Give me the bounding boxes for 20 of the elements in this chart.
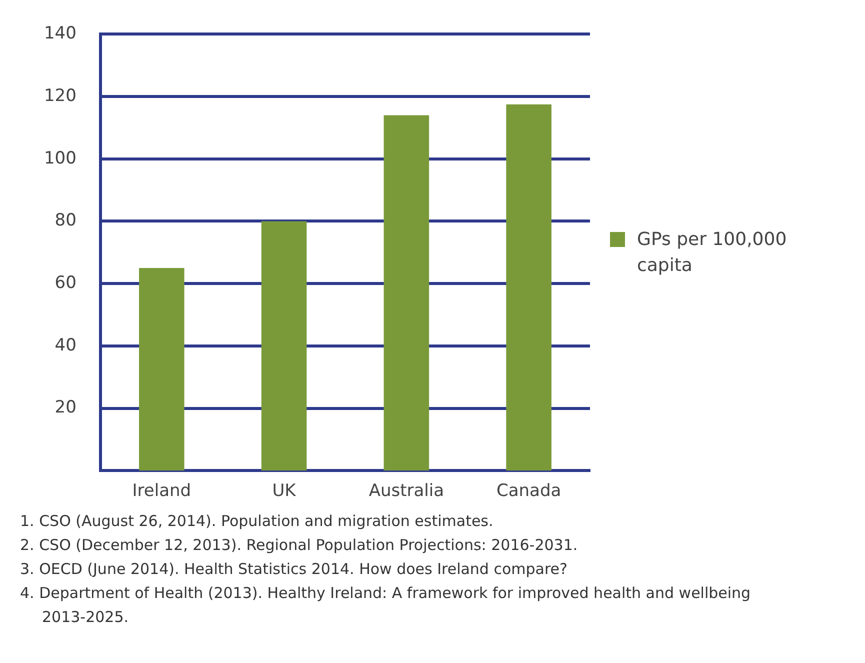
x-tick-label: Canada xyxy=(496,481,562,502)
text: 1. CSO (August 26, 2014). Population and migration estimates. xyxy=(20,511,494,532)
y-tick-label: 120 xyxy=(44,86,76,106)
bar xyxy=(139,268,184,471)
y-tick-label: 140 xyxy=(44,24,76,44)
x-tick-label: UK xyxy=(272,481,297,502)
y-tick-label: 60 xyxy=(54,272,76,293)
y-tick-label: 40 xyxy=(54,335,76,356)
x-tick-label: Ireland xyxy=(132,481,192,502)
bar xyxy=(384,115,430,471)
y-tick-label: 80 xyxy=(54,210,76,231)
text: 3. OECD (June 2014). Health Statistics 2014. How does Ireland compare? xyxy=(20,559,568,580)
legend-label: GPs per 100,000 capita xyxy=(637,228,788,278)
y-tick-label: 20 xyxy=(54,398,76,418)
text: 4. Department of Health (2013). Healthy Ireland: A framework for improved health and wellbeing 2013-2025. xyxy=(20,583,752,628)
y-tick-label: 100 xyxy=(44,148,76,168)
text: 2. CSO (December 12, 2013). Regional Population Projections: 2016-2031. xyxy=(20,535,579,556)
x-tick-label: Australia xyxy=(368,481,444,502)
bar xyxy=(261,221,307,471)
bar xyxy=(506,104,552,471)
